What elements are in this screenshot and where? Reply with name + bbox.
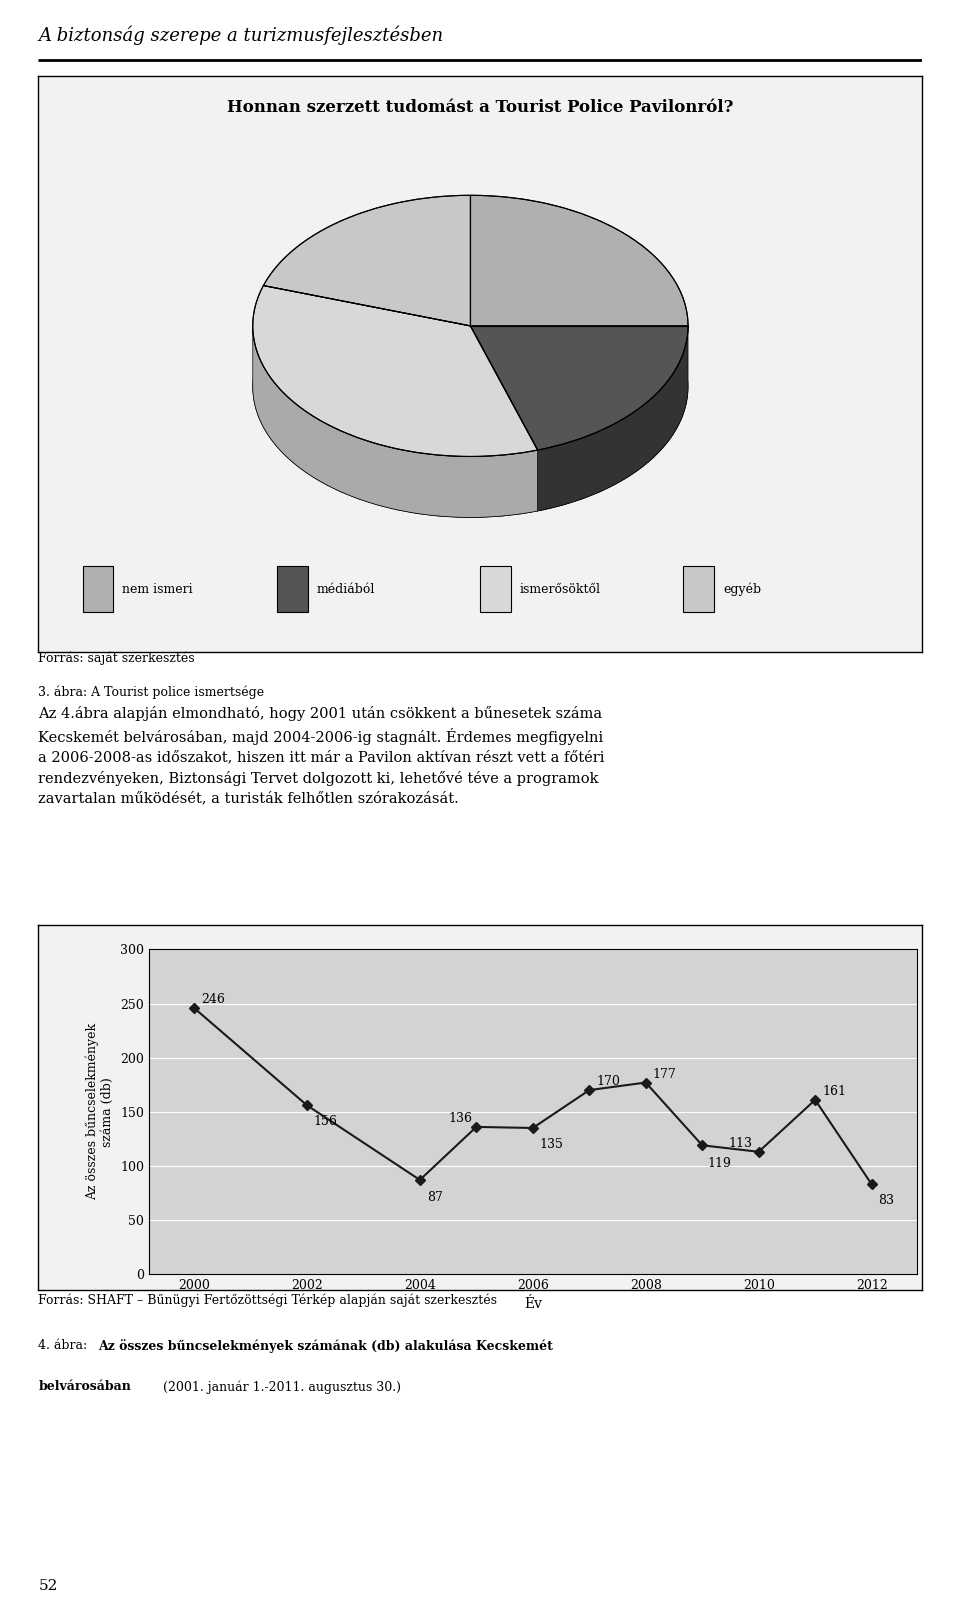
Polygon shape	[252, 286, 538, 456]
Ellipse shape	[252, 256, 688, 518]
Polygon shape	[252, 326, 538, 518]
Text: egyéb: egyéb	[723, 583, 761, 596]
X-axis label: Év: Év	[524, 1297, 541, 1311]
Bar	[684, 566, 714, 612]
Polygon shape	[538, 326, 688, 511]
Text: (2001. január 1.-2011. augusztus 30.): (2001. január 1.-2011. augusztus 30.)	[159, 1380, 401, 1394]
Polygon shape	[470, 195, 688, 326]
Polygon shape	[263, 195, 470, 326]
Text: 161: 161	[822, 1086, 846, 1099]
Bar	[276, 566, 308, 612]
Text: Forrás: saját szerkesztés: Forrás: saját szerkesztés	[38, 652, 195, 665]
Text: Az összes bűncselekmények számának (db) alakulása Kecskemét: Az összes bűncselekmények számának (db) …	[99, 1339, 553, 1352]
Text: 83: 83	[878, 1195, 895, 1208]
Text: 87: 87	[427, 1191, 443, 1204]
Text: médiából: médiából	[317, 583, 375, 596]
Text: nem ismeri: nem ismeri	[122, 583, 193, 596]
Text: 3. ábra: A Tourist police ismertsége: 3. ábra: A Tourist police ismertsége	[38, 685, 265, 700]
Text: 156: 156	[314, 1115, 338, 1128]
Text: ismerősöktől: ismerősöktől	[519, 583, 601, 596]
Text: 136: 136	[448, 1112, 472, 1125]
Text: 4. ábra:: 4. ábra:	[38, 1339, 91, 1352]
Bar	[480, 566, 511, 612]
Polygon shape	[470, 326, 688, 450]
Text: 52: 52	[38, 1579, 58, 1594]
Text: 177: 177	[653, 1068, 677, 1081]
Y-axis label: Az összes bűncselekmények
száma (db): Az összes bűncselekmények száma (db)	[85, 1022, 114, 1201]
Text: 119: 119	[708, 1157, 732, 1170]
Text: 113: 113	[728, 1138, 752, 1151]
Text: 170: 170	[596, 1076, 620, 1089]
Text: 246: 246	[201, 993, 225, 1006]
Text: A biztonság szerepe a turizmusfejlesztésben: A biztonság szerepe a turizmusfejlesztés…	[38, 24, 444, 45]
Text: Az 4.ábra alapján elmondható, hogy 2001 után csökkent a bűnesetek száma
Kecskemé: Az 4.ábra alapján elmondható, hogy 2001 …	[38, 706, 605, 805]
Text: Forrás: SHAFT – Bűnügyi Fertőzöttségi Térkép alapján saját szerkesztés: Forrás: SHAFT – Bűnügyi Fertőzöttségi Té…	[38, 1294, 497, 1307]
Text: belvárosában: belvárosában	[38, 1380, 132, 1393]
Text: Honnan szerzett tudomást a Tourist Police Pavilonról?: Honnan szerzett tudomást a Tourist Polic…	[227, 99, 733, 117]
Text: 135: 135	[540, 1138, 564, 1151]
Bar	[83, 566, 113, 612]
